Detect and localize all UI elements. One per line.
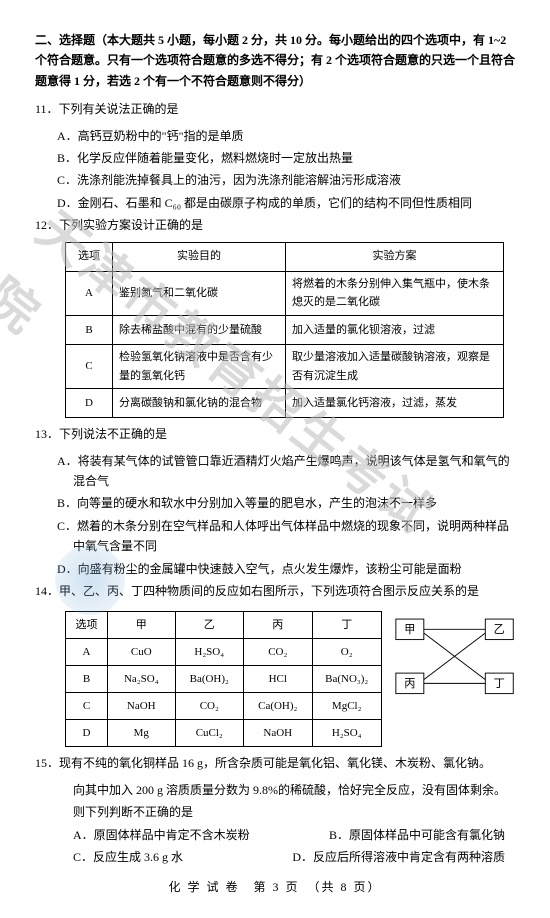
cell: 分离碳酸钠和氯化钠的混合物 bbox=[113, 389, 286, 418]
table-row: A 鉴别氮气和二氧化碳 将燃着的木条分别伸入集气瓶中，使木条熄灭的是二氧化碳 bbox=[66, 271, 504, 315]
q11-a: A．高钙豆奶粉中的"钙"指的是单质 bbox=[35, 126, 515, 146]
q12-h1: 实验目的 bbox=[113, 242, 286, 271]
table-row: C NaOH CO₂ Ca(OH)₂ MgCl₂ bbox=[66, 693, 382, 720]
q14-h0: 选项 bbox=[66, 612, 108, 639]
cell: 加入适量氯化钙溶液，过滤，蒸发 bbox=[286, 389, 504, 418]
q11-c: C．洗涤剂能洗掉餐具上的油污，因为洗涤剂能溶解油污形成溶液 bbox=[35, 170, 515, 190]
q13-b: B．向等量的硬水和软水中分别加入等量的肥皂水，产生的泡沫不一样多 bbox=[35, 493, 515, 513]
q15-c: C．反应生成 3.6 g 水 bbox=[73, 847, 183, 867]
cell: H₂SO₄ bbox=[175, 639, 244, 666]
table-row: B 除去稀盐酸中混有的少量硫酸 加入适量的氯化钡溶液，过滤 bbox=[66, 315, 504, 344]
cell: HCl bbox=[244, 666, 313, 693]
cell: A bbox=[66, 639, 108, 666]
cell: Mg bbox=[108, 720, 175, 747]
cell: C bbox=[66, 344, 113, 388]
q14-diagram: 甲 乙 丙 丁 bbox=[394, 611, 515, 711]
q13-d: D．向盛有粉尘的金属罐中快速鼓入空气，点火发生爆炸，该粉尘可能是面粉 bbox=[35, 559, 515, 579]
q15-a: A．原固体样品中肯定不含木炭粉 bbox=[73, 825, 250, 845]
q12-h2: 实验方案 bbox=[286, 242, 504, 271]
table-row: A CuO H₂SO₄ CO₂ O₂ bbox=[66, 639, 382, 666]
q14-h1: 甲 bbox=[108, 612, 175, 639]
section-header: 二、选择题（本大题共 5 小题，每小题 2 分，共 10 分。每小题给出的四个选… bbox=[35, 30, 515, 91]
cell: Ba(OH)₂ bbox=[175, 666, 244, 693]
cell: CuCl₂ bbox=[175, 720, 244, 747]
cell: A bbox=[66, 271, 113, 315]
node-bl: 丙 bbox=[404, 678, 415, 690]
q15-d: D．反应后所得溶液中肯定含有两种溶质 bbox=[292, 847, 505, 867]
cell: C bbox=[66, 693, 108, 720]
q15-b: B．原固体样品中可能含有氯化钠 bbox=[329, 825, 505, 845]
table-row: B Na₂SO₄ Ba(OH)₂ HCl Ba(NO₃)₂ bbox=[66, 666, 382, 693]
cell: 取少量溶液加入适量碳酸钠溶液，观察是否有沉淀生成 bbox=[286, 344, 504, 388]
page-footer: 化 学 试 卷 第 3 页 （共 8 页） bbox=[35, 877, 515, 897]
cell: B bbox=[66, 315, 113, 344]
table-row: C 检验氢氧化钠溶液中是否含有少量的氢氧化钙 取少量溶液加入适量碳酸钠溶液，观察… bbox=[66, 344, 504, 388]
q13-c: C．燃着的木条分别在空气样品和人体呼出气体样品中燃烧的现象不同，说明两种样品中氧… bbox=[35, 516, 515, 557]
cell: B bbox=[66, 666, 108, 693]
cell: 将燃着的木条分别伸入集气瓶中，使木条熄灭的是二氧化碳 bbox=[286, 271, 504, 315]
cell: O₂ bbox=[312, 639, 381, 666]
cell: 除去稀盐酸中混有的少量硫酸 bbox=[113, 315, 286, 344]
q15-line2: 向其中加入 200 g 溶质质量分数为 9.8%的稀硫酸，恰好完全反应，没有固体… bbox=[35, 780, 515, 800]
cell: Na₂SO₄ bbox=[108, 666, 175, 693]
q15-line1: 15．现有不纯的氧化铜样品 16 g，所含杂质可能是氧化铝、氧化镁、木炭粉、氯化… bbox=[35, 753, 515, 773]
q11-b: B．化学反应伴随着能量变化，燃料燃烧时一定放出热量 bbox=[35, 148, 515, 168]
cell: CO₂ bbox=[175, 693, 244, 720]
q14-h3: 丙 bbox=[244, 612, 313, 639]
q11-d: D．金刚石、石墨和 C₆₀ 都是由碳原子构成的单质，它们的结构不同但性质相同 bbox=[35, 193, 515, 213]
cell: NaOH bbox=[108, 693, 175, 720]
q14-stem: 14．甲、乙、丙、丁四种物质间的反应如右图所示，下列选项符合图示反应关系的是 bbox=[35, 581, 515, 601]
cell: H₂SO₄ bbox=[312, 720, 381, 747]
q15-line3: 则下列判断不正确的是 bbox=[35, 802, 515, 822]
cell: CuO bbox=[108, 639, 175, 666]
table-row: D Mg CuCl₂ NaOH H₂SO₄ bbox=[66, 720, 382, 747]
cell: CO₂ bbox=[244, 639, 313, 666]
cell: Ca(OH)₂ bbox=[244, 693, 313, 720]
q12-h0: 选项 bbox=[66, 242, 113, 271]
q14-h4: 丁 bbox=[312, 612, 381, 639]
cell: D bbox=[66, 389, 113, 418]
table-row: D 分离碳酸钠和氯化钠的混合物 加入适量氯化钙溶液，过滤，蒸发 bbox=[66, 389, 504, 418]
cell: MgCl₂ bbox=[312, 693, 381, 720]
node-tr: 乙 bbox=[494, 623, 505, 636]
cell: NaOH bbox=[244, 720, 313, 747]
q13-a: A．将装有某气体的试管管口靠近酒精灯火焰产生爆鸣声，说明该气体是氢气和氧气的混合… bbox=[35, 451, 515, 492]
q12-stem: 12．下列实验方案设计正确的是 bbox=[35, 215, 515, 235]
q14-table: 选项 甲 乙 丙 丁 A CuO H₂SO₄ CO₂ O₂ B Na₂SO₄ B… bbox=[65, 611, 382, 747]
cell: 加入适量的氯化钡溶液，过滤 bbox=[286, 315, 504, 344]
cell: Ba(NO₃)₂ bbox=[312, 666, 381, 693]
cell: D bbox=[66, 720, 108, 747]
q13-stem: 13．下列说法不正确的是 bbox=[35, 424, 515, 444]
q12-table: 选项 实验目的 实验方案 A 鉴别氮气和二氧化碳 将燃着的木条分别伸入集气瓶中，… bbox=[65, 242, 504, 419]
node-br: 丁 bbox=[494, 678, 505, 690]
node-tl: 甲 bbox=[404, 624, 415, 636]
q11-stem: 11．下列有关说法正确的是 bbox=[35, 99, 515, 119]
cell: 检验氢氧化钠溶液中是否含有少量的氢氧化钙 bbox=[113, 344, 286, 388]
cell: 鉴别氮气和二氧化碳 bbox=[113, 271, 286, 315]
q14-h2: 乙 bbox=[175, 612, 244, 639]
